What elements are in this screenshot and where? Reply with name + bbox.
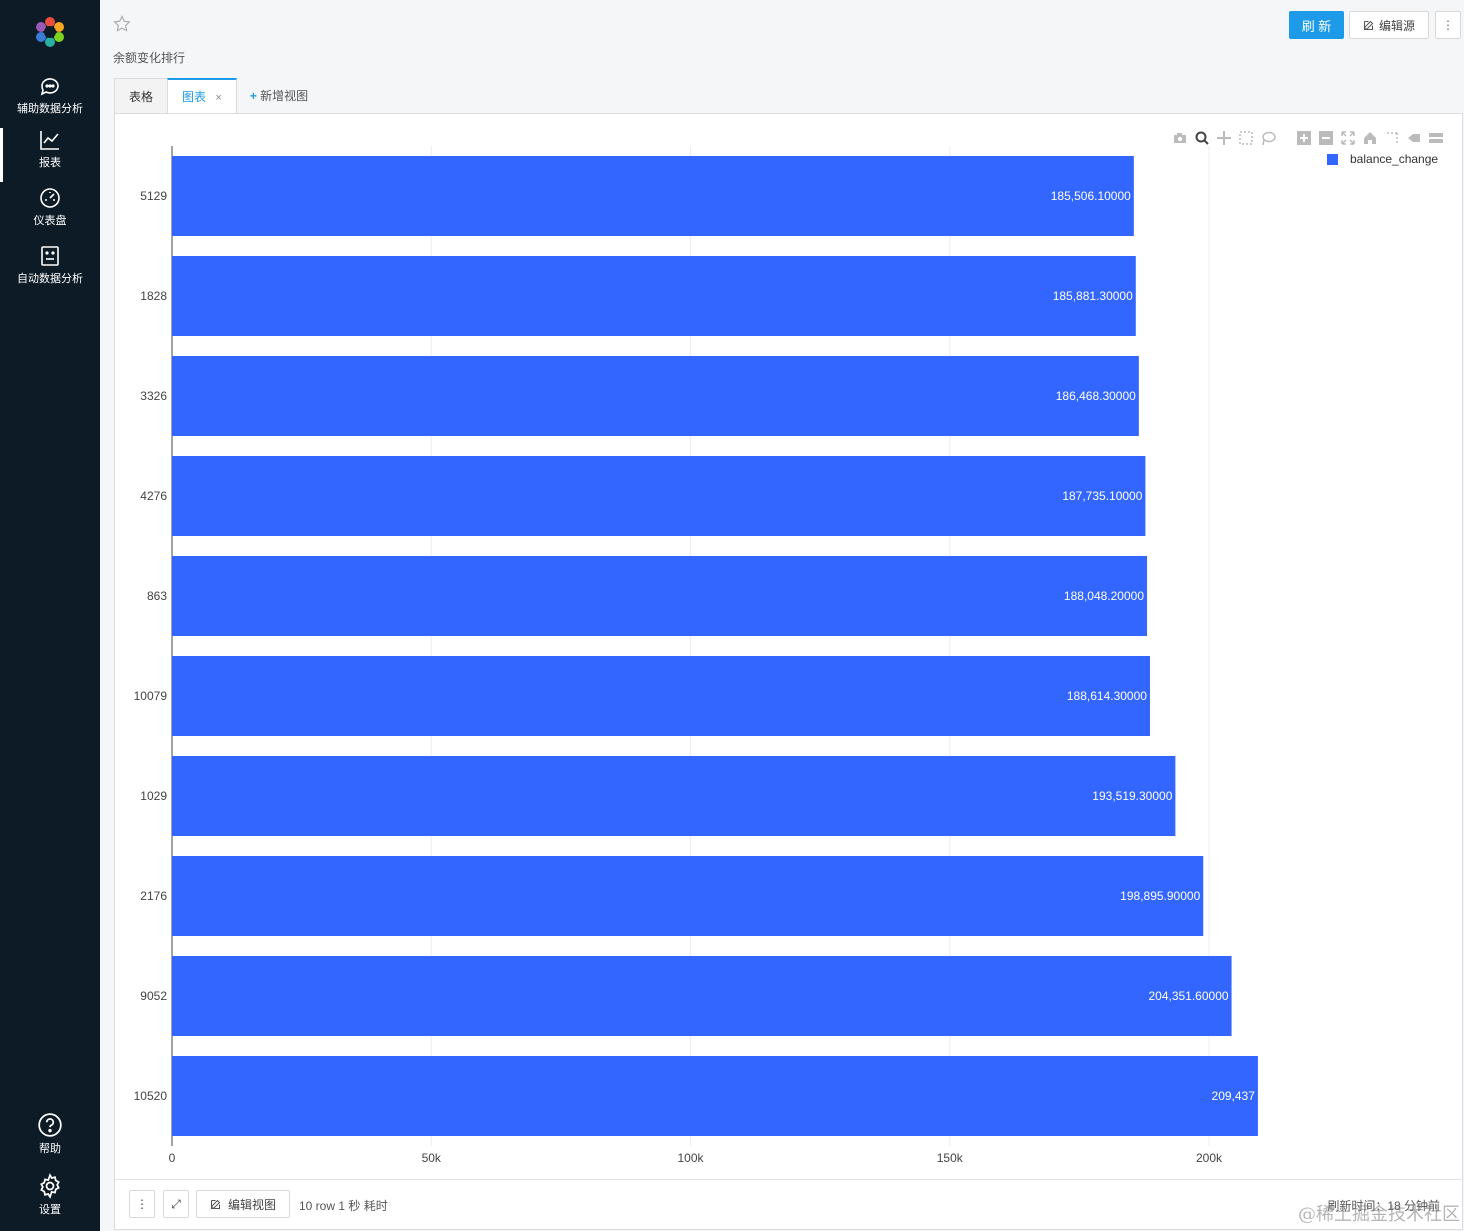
x-tick-label: 50k — [422, 1151, 442, 1165]
favorite-star-icon[interactable] — [112, 14, 132, 34]
bar — [172, 356, 1139, 436]
sidebar-item-settings[interactable]: 设置 — [0, 1173, 100, 1227]
refresh-button[interactable]: 刷 新 — [1289, 11, 1344, 39]
x-tick-label: 150k — [937, 1151, 964, 1165]
bar — [172, 1056, 1258, 1136]
box-select-icon[interactable] — [1238, 130, 1254, 146]
fullscreen-button[interactable]: ⤢ — [163, 1190, 189, 1218]
sidebar-item-label: 自动数据分析 — [17, 273, 83, 285]
edit-view-button[interactable]: 编辑视图 — [196, 1190, 290, 1218]
tab-label: 表格 — [129, 90, 154, 104]
panel-footer: ⋮ ⤢ 编辑视图 10 row 1 秒 耗时 刷新时间：18 分钟前 — [115, 1179, 1462, 1229]
x-tick-label: 0 — [169, 1151, 176, 1165]
data-label: 185,881.30000 — [1053, 289, 1133, 303]
data-label: 187,735.10000 — [1062, 489, 1142, 503]
chart-legend[interactable]: balance_change — [1327, 152, 1438, 166]
x-tick-label: 200k — [1196, 1151, 1223, 1165]
sidebar-item-label: 报表 — [39, 157, 61, 169]
camera-icon[interactable] — [1172, 130, 1188, 146]
tab-label: 图表 — [182, 90, 207, 104]
main-area: 余额变化排行 刷 新 编辑源 ⋮ 表格 图表 × + 新增视图 185,506.… — [100, 0, 1464, 1231]
close-tab-icon[interactable]: × — [215, 92, 222, 104]
y-tick-label: 1828 — [140, 289, 167, 303]
y-tick-label: 1029 — [140, 789, 167, 803]
x-tick-label: 100k — [677, 1151, 704, 1165]
chart-panel: 185,506.10000 5129 185,881.30000 1828 186,46… — [114, 113, 1463, 1230]
hover-compare-icon[interactable] — [1428, 130, 1444, 146]
data-label: 186,468.30000 — [1056, 389, 1136, 403]
edit-source-button[interactable]: 编辑源 — [1349, 11, 1429, 39]
legend-label: balance_change — [1350, 152, 1439, 166]
sidebar-item-label: 辅助数据分析 — [17, 103, 83, 115]
y-tick-label: 3326 — [140, 389, 167, 403]
add-view-button[interactable]: + 新增视图 — [236, 78, 322, 114]
pan-icon[interactable] — [1216, 130, 1232, 146]
view-tabs: 表格 图表 × + 新增视图 — [114, 78, 322, 114]
add-view-label: 新增视图 — [260, 89, 309, 103]
footer-more-button[interactable]: ⋮ — [129, 1190, 155, 1218]
y-tick-label: 863 — [147, 589, 167, 603]
y-tick-label: 9052 — [140, 989, 167, 1003]
edit-view-label: 编辑视图 — [227, 1197, 276, 1212]
more-menu-button[interactable]: ⋮ — [1435, 11, 1461, 39]
plus-icon: + — [249, 89, 257, 103]
edit-icon — [210, 1199, 221, 1209]
bar-chart: 185,506.10000 5129 185,881.30000 1828 186,46… — [134, 146, 1258, 1165]
sidebar-item-label: 设置 — [39, 1204, 61, 1216]
bar — [172, 156, 1134, 236]
bar — [172, 856, 1204, 936]
y-tick-label: 10079 — [134, 689, 168, 703]
line-chart-icon — [40, 131, 59, 150]
edit-source-label: 编辑源 — [1378, 18, 1415, 33]
bar — [172, 956, 1232, 1036]
y-tick-label: 4276 — [140, 489, 167, 503]
y-tick-label: 5129 — [140, 189, 167, 203]
bar — [172, 756, 1176, 836]
watermark: @稀土掘金技术社区 — [1298, 1204, 1460, 1225]
page-subtitle: 余额变化排行 — [113, 51, 186, 65]
data-label: 204,351.60000 — [1148, 989, 1228, 1003]
legend-swatch — [1327, 153, 1338, 165]
help-icon — [38, 1113, 62, 1137]
app-logo[interactable] — [34, 16, 66, 48]
data-label: 185,506.10000 — [1051, 189, 1131, 203]
chat-icon — [40, 78, 59, 96]
spike-lines-icon[interactable] — [1384, 130, 1400, 146]
data-label: 188,048.20000 — [1064, 589, 1144, 603]
edit-icon — [1363, 20, 1374, 30]
bar — [172, 656, 1150, 736]
sidebar-item-dashboard[interactable]: 仪表盘 — [0, 186, 100, 240]
sidebar-item-label: 帮助 — [39, 1143, 61, 1155]
bar — [172, 556, 1148, 636]
zoom-icon[interactable] — [1194, 130, 1210, 146]
zoom-out-icon[interactable] — [1318, 130, 1334, 146]
data-label: 198,895.90000 — [1120, 889, 1200, 903]
bar — [172, 456, 1146, 536]
tab-table[interactable]: 表格 — [114, 78, 169, 114]
home-icon[interactable] — [1362, 130, 1378, 146]
data-label: 188,614.30000 — [1067, 689, 1147, 703]
bar — [172, 256, 1136, 336]
y-tick-label: 2176 — [140, 889, 167, 903]
refresh-time: 刷新时间：18 分钟前 — [1327, 1199, 1440, 1213]
sidebar: 辅助数据分析 报表 仪表盘 自动数据分析 帮助 设置 — [0, 0, 100, 1231]
chart-toolbar — [1172, 130, 1444, 146]
tab-chart[interactable]: 图表 × — [167, 78, 237, 114]
sidebar-item-help[interactable]: 帮助 — [0, 1112, 100, 1166]
sidebar-item-label: 仪表盘 — [33, 215, 67, 227]
query-info: 10 row 1 秒 耗时 — [299, 1199, 388, 1213]
y-tick-label: 10520 — [134, 1089, 168, 1103]
dashboard-icon — [40, 188, 60, 208]
sidebar-item-auto-analysis[interactable]: 自动数据分析 — [0, 244, 100, 298]
gear-icon — [40, 1173, 60, 1199]
zoom-in-icon[interactable] — [1296, 130, 1312, 146]
sidebar-item-reports[interactable]: 报表 — [0, 128, 100, 182]
hover-closest-icon[interactable] — [1406, 130, 1422, 146]
data-label: 193,519.30000 — [1092, 789, 1172, 803]
autoscale-icon[interactable] — [1340, 130, 1356, 146]
robot-icon — [41, 246, 59, 266]
data-label: 209,437 — [1212, 1089, 1256, 1103]
sidebar-item-assisted-analysis[interactable]: 辅助数据分析 — [0, 74, 100, 128]
lasso-select-icon[interactable] — [1260, 130, 1276, 146]
